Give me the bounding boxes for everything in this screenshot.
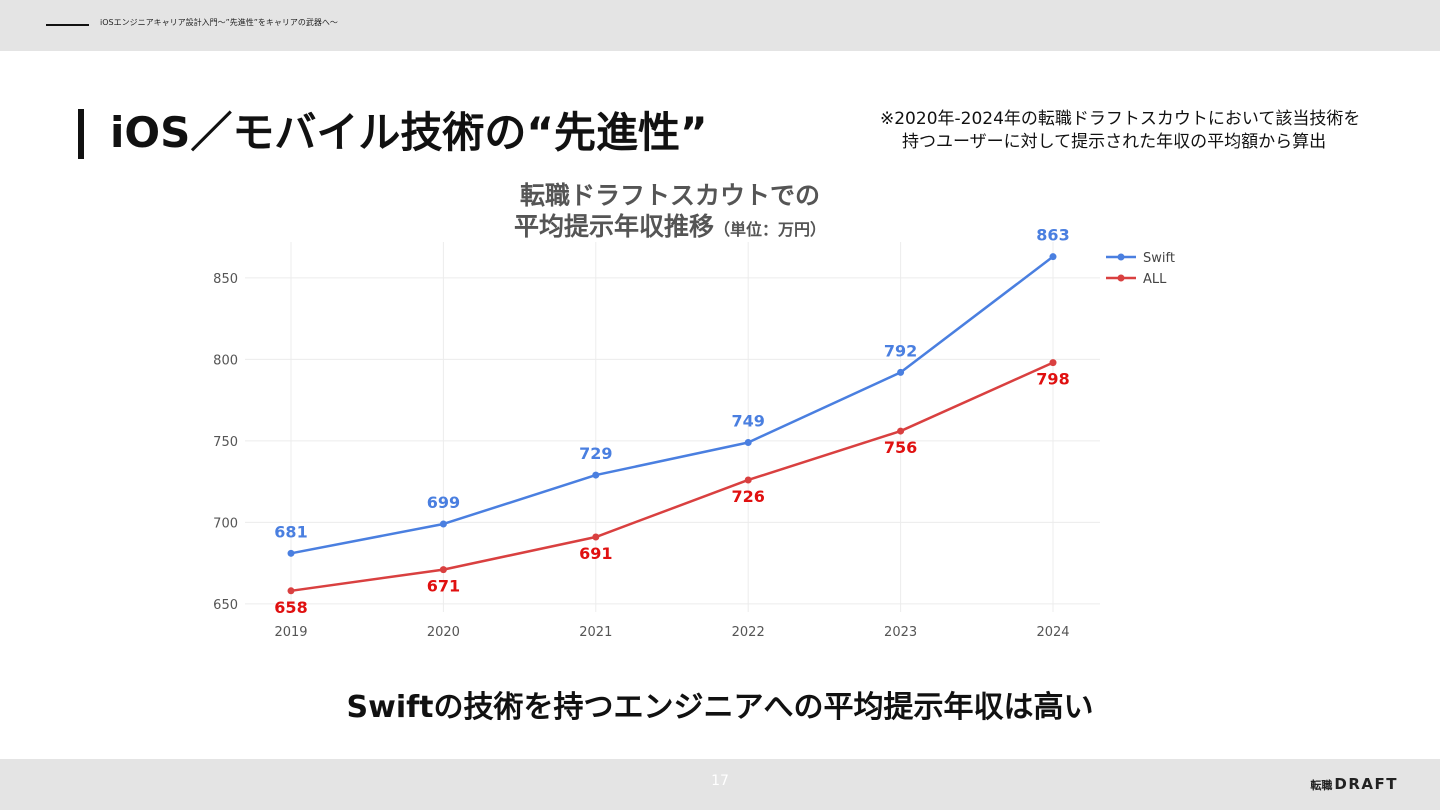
- bottom-bar: 17 転職 DRAFT: [0, 759, 1440, 810]
- data-point-swift: [1049, 253, 1057, 261]
- data-label-swift: 699: [427, 493, 460, 512]
- data-point-all: [897, 427, 905, 435]
- legend-label-swift: Swift: [1143, 251, 1175, 266]
- data-label-swift: 863: [1036, 226, 1069, 245]
- data-point-swift: [744, 438, 752, 446]
- x-tick-label: 2023: [884, 625, 917, 640]
- chart-title-line-1: 転職ドラフトスカウトでの: [519, 181, 820, 210]
- data-label-all: 691: [579, 544, 612, 563]
- y-tick-label: 750: [213, 435, 238, 450]
- data-point-all: [287, 587, 295, 595]
- data-label-all: 726: [731, 487, 764, 506]
- header-rule: [46, 24, 89, 26]
- data-point-all: [592, 533, 600, 541]
- data-point-swift: [287, 549, 295, 557]
- data-label-all: 798: [1036, 370, 1069, 389]
- data-label-swift: 681: [274, 522, 307, 541]
- data-label-all: 658: [274, 598, 307, 617]
- x-tick-label: 2022: [732, 625, 765, 640]
- data-point-all: [744, 476, 752, 484]
- legend-label-all: ALL: [1143, 272, 1167, 287]
- y-tick-label: 700: [213, 516, 238, 531]
- data-point-swift: [439, 520, 447, 528]
- course-title: iOSエンジニアキャリア設計入門〜”先進性”をキャリアの武器へ〜: [100, 18, 338, 27]
- data-label-all: 671: [427, 577, 460, 596]
- logo-word: DRAFT: [1334, 775, 1398, 793]
- note-line-2: 持つユーザーに対して提示された年収の平均額から算出: [902, 132, 1327, 152]
- data-point-all: [439, 566, 447, 574]
- legend-marker-swift: [1117, 253, 1125, 261]
- data-label-swift: 729: [579, 444, 612, 463]
- data-label-swift: 792: [884, 341, 917, 360]
- chart-title-line-2: 平均提示年収推移（単位：万円）: [460, 211, 880, 245]
- slide-title: iOS／モバイル技術の“先進性”: [110, 108, 708, 157]
- x-tick-label: 2020: [427, 625, 460, 640]
- data-label-all: 756: [884, 438, 917, 457]
- series-line-all: [290, 361, 1054, 593]
- chart-unit: （単位：万円）: [714, 220, 827, 239]
- top-bar: iOSエンジニアキャリア設計入門〜”先進性”をキャリアの武器へ〜: [0, 0, 1440, 51]
- x-tick-label: 2021: [579, 625, 612, 640]
- x-tick-label: 2024: [1036, 625, 1069, 640]
- data-point-all: [1049, 359, 1057, 367]
- y-tick-label: 800: [213, 353, 238, 368]
- brand-logo: 転職 DRAFT: [1310, 775, 1398, 793]
- legend-marker-all: [1117, 274, 1125, 282]
- note-line-1: ※2020年-2024年の転職ドラフトスカウトにおいて該当技術を: [880, 109, 1361, 129]
- data-label-swift: 749: [731, 411, 764, 430]
- logo-kanji: 転職: [1310, 779, 1333, 792]
- page-number: 17: [711, 773, 729, 789]
- data-point-swift: [897, 368, 905, 376]
- x-tick-label: 2019: [274, 625, 307, 640]
- title-accent-bar: [78, 109, 84, 159]
- series-line-swift: [290, 255, 1054, 555]
- methodology-note: ※2020年-2024年の転職ドラフトスカウトにおいて該当技術を 持つユーザーに…: [880, 108, 1400, 154]
- conclusion-text: Swiftの技術を持つエンジニアへの平均提示年収は高い: [346, 690, 1094, 725]
- data-point-swift: [592, 471, 600, 479]
- y-tick-label: 850: [213, 272, 238, 287]
- chart-title-main: 平均提示年収推移: [513, 212, 714, 241]
- y-tick-label: 650: [213, 598, 238, 613]
- chart-title: 転職ドラフトスカウトでの 平均提示年収推移（単位：万円）: [460, 180, 880, 245]
